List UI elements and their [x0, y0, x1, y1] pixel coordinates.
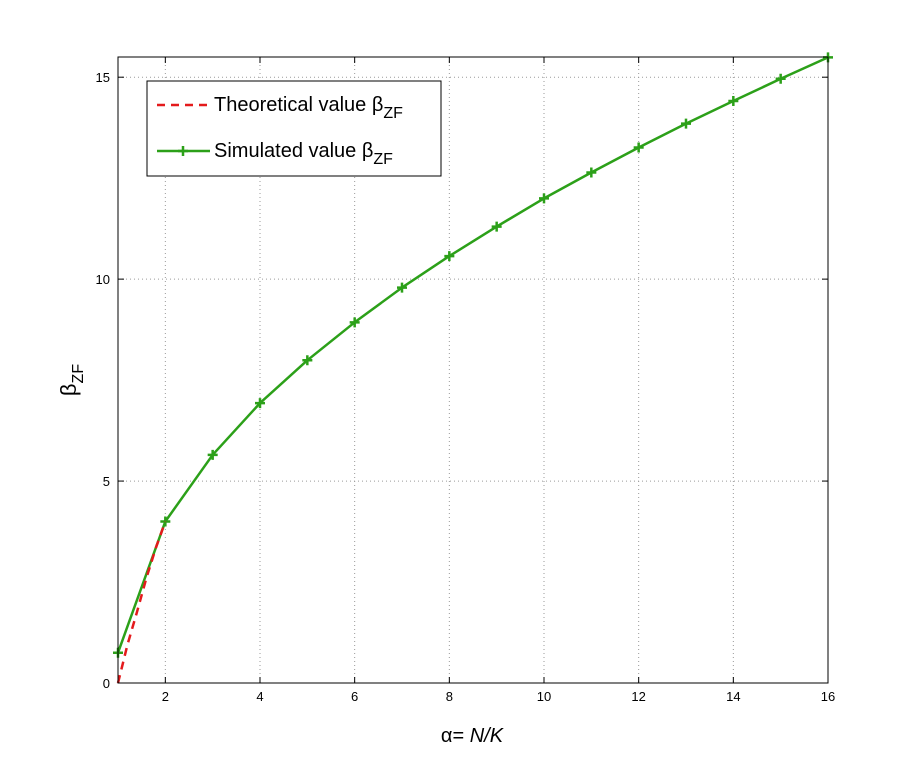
y-tick-label: 15	[96, 70, 110, 85]
ticks: 2 4 6 8 10 12 14 16 0 5 10 15	[96, 57, 835, 704]
x-tick-label: 12	[631, 689, 645, 704]
legend: Theoretical value βZF Simulated value βZ…	[146, 80, 442, 177]
data-point-simulated	[444, 251, 455, 262]
data-point-simulated	[397, 282, 407, 293]
x-tick-label: 14	[726, 689, 740, 704]
data-point-simulated	[775, 73, 786, 84]
x-axis-label-prefix: α=	[441, 725, 470, 747]
data-point-simulated	[302, 355, 313, 366]
y-axis-label-sub: ZF	[70, 364, 87, 384]
y-tick-label: 0	[103, 676, 110, 691]
y-tick-label: 5	[103, 474, 110, 489]
data-point-simulated	[633, 142, 644, 153]
data-point-simulated	[349, 317, 360, 328]
data-point-simulated	[539, 193, 549, 204]
data-point-simulated	[681, 118, 691, 129]
legend-marker-simulated	[178, 146, 188, 156]
x-tick-label: 8	[446, 689, 453, 704]
data-point-simulated	[160, 516, 171, 527]
x-tick-label: 2	[162, 689, 169, 704]
data-point-simulated	[586, 167, 597, 178]
legend-label-simulated: Simulated value βZF	[214, 140, 393, 168]
plot-area-frame	[117, 56, 829, 684]
series-line-simulated	[116, 56, 829, 654]
x-axis-label: α= N/K	[441, 725, 505, 747]
y-tick-label: 10	[96, 272, 110, 287]
x-tick-label: 10	[537, 689, 551, 704]
x-tick-label: 6	[351, 689, 358, 704]
series-line-theoretical	[116, 521, 167, 684]
y-axis-label: βZF	[56, 364, 87, 396]
x-axis-label-main: N/K	[470, 725, 505, 747]
data-point-simulated	[255, 398, 265, 409]
data-point-simulated	[728, 96, 739, 107]
data-point-simulated	[207, 449, 218, 460]
x-tick-label: 16	[821, 689, 835, 704]
legend-box	[146, 80, 442, 177]
x-tick-label: 4	[256, 689, 263, 704]
legend-label-theoretical: Theoretical value βZF	[214, 94, 403, 122]
data-point-simulated	[491, 221, 502, 232]
y-axis-label-main: β	[56, 383, 81, 396]
